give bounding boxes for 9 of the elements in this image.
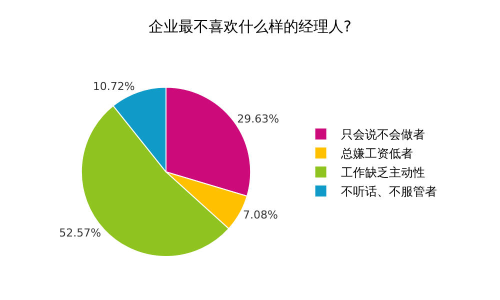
data-label: 10.72%	[92, 80, 135, 93]
legend-label: 工作缺乏主动性	[340, 166, 425, 180]
legend-label: 总嫌工资低者	[340, 146, 413, 161]
chart-title: 企业最不喜欢什么样的经理人?	[148, 18, 352, 36]
legend-label: 只会说不会做者	[340, 128, 425, 142]
data-label: 29.63%	[237, 112, 280, 126]
data-label: 7.08%	[242, 208, 278, 222]
legend-label: 不听话、不服管者	[340, 184, 437, 199]
data-label: 52.57%	[59, 226, 102, 240]
